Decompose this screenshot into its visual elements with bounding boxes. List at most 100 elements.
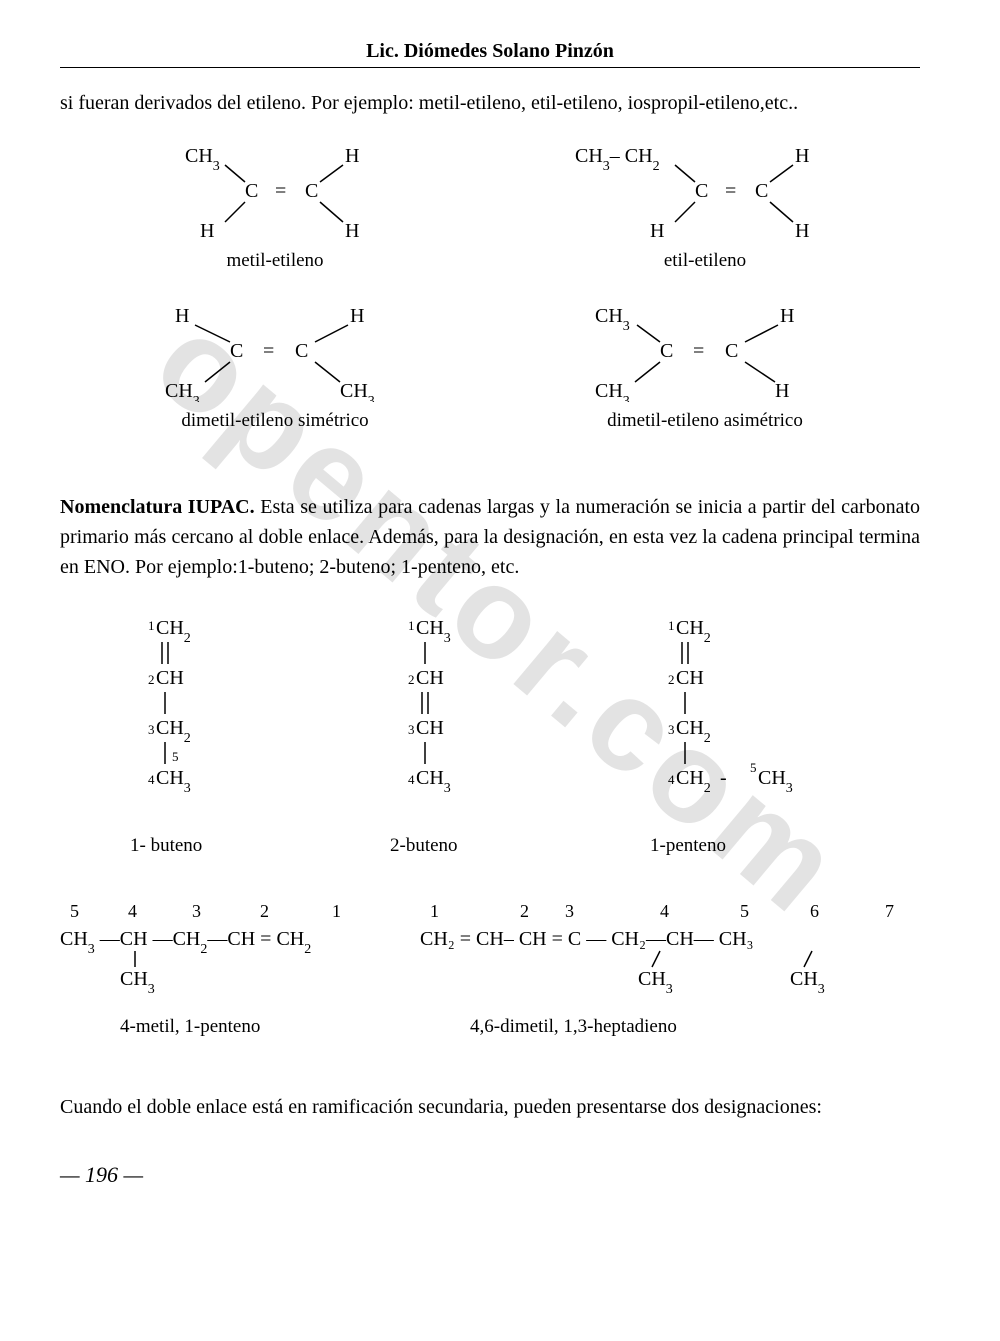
- chain-1-penteno: 1 CH2 2 CH 3 CH2 4 CH2 - 5 CH3 1-pent: [650, 606, 850, 857]
- structure-label: etil-etileno: [512, 250, 899, 272]
- eq-sign: =: [725, 180, 736, 202]
- num-label: 1: [332, 901, 341, 921]
- num-label: 7: [885, 901, 894, 921]
- chain-label: 4-metil, 1-penteno: [120, 1016, 260, 1037]
- formula-group: 1 2 3 4 5 6 7 CH₂ = CH– CH = C — CH₂—CH—…: [420, 901, 894, 1037]
- structure-label: metil-etileno: [82, 250, 469, 272]
- bond-line: [637, 325, 660, 342]
- num-label: 4: [128, 901, 137, 921]
- atom: CH3: [416, 617, 451, 646]
- bond-line: [635, 362, 660, 382]
- eq-sign: =: [275, 180, 286, 202]
- num-label: 2: [408, 672, 415, 687]
- atom: CH3: [416, 767, 451, 796]
- structure-metil-etileno: CH3 H C = C H H metil-etileno: [82, 142, 469, 272]
- bond-line: [675, 202, 695, 222]
- num-label: 4: [408, 772, 415, 787]
- atom: C: [305, 180, 318, 202]
- structure-etil-etileno: CH3– CH2 H C = C H H etil-etileno: [512, 142, 899, 272]
- num-label: 5: [750, 760, 757, 775]
- atom: CH3: [790, 968, 825, 997]
- num-label: 2: [668, 672, 675, 687]
- structure-svg: CH3 H C = C CH3 H: [565, 302, 845, 402]
- atom: H: [350, 305, 364, 327]
- atom: H: [795, 220, 809, 242]
- chain-svg: 1 CH2 2 CH 3 CH2 5 4 CH3: [130, 606, 250, 826]
- num-label: 4: [148, 772, 155, 787]
- chain-label: 1-penteno: [650, 835, 850, 857]
- atom: CH: [416, 667, 444, 689]
- bond-line: [770, 202, 793, 222]
- bond-line: [205, 362, 230, 382]
- chain-2-buteno: 1 CH3 2 CH 3 CH 4 CH3 2-buteno: [390, 606, 510, 857]
- horiz-chains-svg: 5 4 3 2 1 CH3 —CH —CH2—CH = CH2 CH3 4-me…: [60, 897, 960, 1047]
- bond-line: [675, 165, 695, 182]
- structures-grid: CH3 H C = C H H metil-etileno CH3– CH2: [60, 142, 920, 462]
- atom: CH2: [156, 617, 191, 646]
- closing-paragraph: Cuando el doble enlace está en ramificac…: [60, 1092, 920, 1122]
- atom: C: [725, 340, 738, 362]
- atom: C: [695, 180, 708, 202]
- bond-line: [195, 325, 230, 342]
- section-iupac: Nomenclatura IUPAC. Esta se utiliza para…: [60, 492, 920, 582]
- atom: CH3: [595, 305, 630, 334]
- bond-line: [320, 202, 343, 222]
- atom: CH3: [595, 380, 630, 402]
- bond-line: [320, 165, 343, 182]
- structure-svg: H H C = C CH3 CH3: [135, 302, 415, 402]
- num-label: 1: [430, 901, 439, 921]
- num-label: 3: [668, 722, 675, 737]
- structure-svg: CH3 H C = C H H: [145, 142, 405, 242]
- bond-line: [225, 165, 245, 182]
- num-label: 3: [408, 722, 415, 737]
- atom: CH: [156, 667, 184, 689]
- num-label: 4: [660, 901, 669, 921]
- chain-1-buteno: 1 CH2 2 CH 3 CH2 5 4 CH3 1- buteno: [130, 606, 250, 857]
- num-label: 3: [565, 901, 574, 921]
- atom: CH2: [156, 717, 191, 746]
- chain-label: 2-buteno: [390, 835, 510, 857]
- atom: CH3: [156, 767, 191, 796]
- num-label: 2: [148, 672, 155, 687]
- num-label: 1: [148, 618, 155, 633]
- bond-line: [315, 362, 340, 382]
- atom: CH2: [676, 767, 711, 796]
- atom: H: [650, 220, 664, 242]
- page-number: — 196 —: [60, 1162, 920, 1188]
- num-label: 3: [148, 722, 155, 737]
- atom: H: [795, 145, 809, 167]
- atom: H: [175, 305, 189, 327]
- bond-line: [745, 362, 775, 382]
- num-label: 1: [408, 618, 415, 633]
- chain-svg: 1 CH3 2 CH 3 CH 4 CH3: [390, 606, 510, 826]
- eq-sign: =: [693, 340, 704, 362]
- num-label: 5: [740, 901, 749, 921]
- eq-sign: =: [263, 340, 274, 362]
- atom: CH3– CH2: [575, 145, 660, 174]
- atom: CH2: [676, 617, 711, 646]
- num-label: 4: [668, 772, 675, 787]
- atom: CH3: [638, 968, 673, 997]
- structure-dimetil-asim: CH3 H C = C CH3 H dimetil-etileno asimét…: [512, 302, 899, 432]
- dash: -: [720, 767, 727, 789]
- bond-line: [315, 325, 348, 342]
- chain-svg: 1 CH2 2 CH 3 CH2 4 CH2 - 5 CH3: [650, 606, 850, 826]
- atom: C: [295, 340, 308, 362]
- atom: C: [230, 340, 243, 362]
- structure-dimetil-sim: H H C = C CH3 CH3 dimetil-etileno simétr…: [82, 302, 469, 432]
- atom: CH3: [185, 145, 220, 174]
- structure-label: dimetil-etileno simétrico: [82, 410, 469, 432]
- chain-label: 1- buteno: [130, 835, 250, 857]
- chain-label: 4,6-dimetil, 1,3-heptadieno: [470, 1016, 677, 1037]
- num-label: 3: [192, 901, 201, 921]
- bond-line: [225, 202, 245, 222]
- num-label: 2: [520, 901, 529, 921]
- atom: CH3: [340, 380, 375, 402]
- num-label: 1: [668, 618, 675, 633]
- formula: CH3 —CH —CH2—CH = CH2: [60, 928, 311, 957]
- structure-label: dimetil-etileno asimétrico: [512, 410, 899, 432]
- atom: CH3: [758, 767, 793, 796]
- atom: H: [780, 305, 794, 327]
- atom: C: [660, 340, 673, 362]
- num-label: 5: [70, 901, 79, 921]
